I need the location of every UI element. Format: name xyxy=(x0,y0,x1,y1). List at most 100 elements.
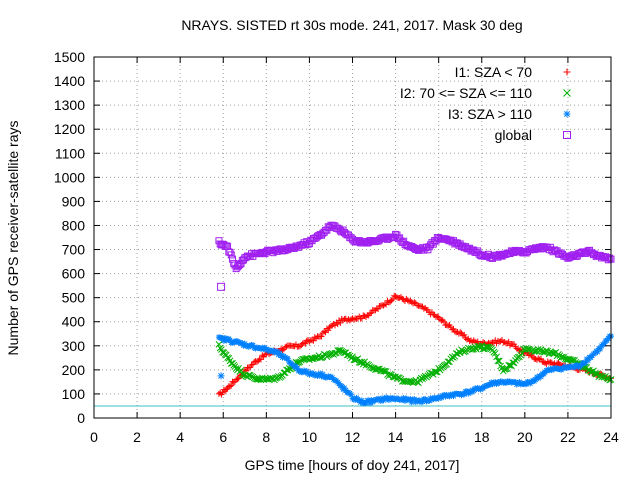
data-point xyxy=(262,375,270,383)
data-point xyxy=(494,357,502,365)
x-tick-label: 16 xyxy=(431,429,447,445)
data-point xyxy=(235,375,242,382)
data-point xyxy=(505,361,513,369)
legend-marker xyxy=(563,89,571,97)
data-point xyxy=(331,322,338,329)
data-point xyxy=(234,376,241,383)
data-point xyxy=(302,340,309,347)
y-tick-label: 1300 xyxy=(54,97,85,113)
data-point xyxy=(355,358,363,366)
data-point xyxy=(325,327,332,334)
x-axis-label: GPS time [hours of doy 241, 2017] xyxy=(245,457,460,473)
data-point xyxy=(441,318,448,325)
y-tick-label: 700 xyxy=(62,242,86,258)
x-tick-label: 24 xyxy=(603,429,619,445)
data-point xyxy=(373,366,381,373)
legend-marker xyxy=(563,110,571,118)
x-tick-label: 22 xyxy=(560,429,576,445)
y-tick-labels: 0 100 200 300 400 500 600 700 800 900 1000 1100 1200… xyxy=(54,49,85,426)
x-tick-label: 18 xyxy=(474,429,490,445)
data-point xyxy=(311,354,319,362)
data-point xyxy=(321,328,328,335)
data-point xyxy=(518,349,526,357)
data-point xyxy=(237,366,245,374)
series-2 xyxy=(215,341,615,387)
x-tick-label: 8 xyxy=(262,429,270,445)
data-point xyxy=(367,310,374,317)
x-tick-label: 0 xyxy=(90,429,98,445)
series-layer xyxy=(215,221,615,407)
y-tick-label: 1400 xyxy=(54,73,85,89)
data-point xyxy=(434,313,441,320)
data-point xyxy=(350,356,358,364)
data-point xyxy=(220,241,228,249)
y-tick-label: 900 xyxy=(62,193,86,209)
data-point xyxy=(437,316,444,323)
legend-label: I1: SZA < 70 xyxy=(455,64,533,80)
x-tick-label: 2 xyxy=(133,429,141,445)
data-point xyxy=(568,357,576,364)
data-point xyxy=(557,353,565,361)
data-point xyxy=(274,348,281,355)
data-point xyxy=(407,297,414,304)
data-point xyxy=(396,294,403,301)
legend-label: I2: 70 <= SZA <= 110 xyxy=(400,85,532,101)
outlier-point xyxy=(217,372,225,380)
data-point xyxy=(466,338,473,345)
x-tick-label: 14 xyxy=(388,429,404,445)
chart-title: NRAYS. SISTED rt 30s mode. 241, 2017. Ma… xyxy=(181,17,522,33)
data-point xyxy=(235,262,243,270)
data-point xyxy=(319,329,326,336)
outlier-point xyxy=(217,282,226,291)
data-point xyxy=(432,368,440,376)
data-point xyxy=(591,370,599,377)
data-point xyxy=(375,305,382,312)
y-tick-label: 0 xyxy=(77,410,85,426)
y-tick-label: 800 xyxy=(62,217,86,233)
tick-marks xyxy=(93,56,612,419)
y-tick-label: 1500 xyxy=(54,49,85,65)
y-axis-label: Number of GPS receiver-satellite rays xyxy=(5,121,21,356)
data-point xyxy=(445,322,452,329)
y-tick-label: 200 xyxy=(62,362,86,378)
legend-marker xyxy=(563,131,571,139)
data-point xyxy=(381,367,389,375)
data-point xyxy=(337,319,344,326)
legend: I1: SZA < 70 I2: 70 <= SZA <= 110 I3: SZA … xyxy=(400,64,571,143)
legend-label: global xyxy=(495,127,532,143)
data-point xyxy=(532,355,539,362)
data-point xyxy=(544,358,551,365)
data-point xyxy=(389,373,397,381)
data-point xyxy=(380,302,387,309)
data-point xyxy=(507,342,514,349)
data-point xyxy=(406,298,413,305)
x-tick-label: 6 xyxy=(219,429,227,445)
legend-marker xyxy=(563,68,571,76)
x-tick-label: 20 xyxy=(517,429,533,445)
x-tick-labels: 0 2 4 6 8 10 12 14 16 18 20 22 24 xyxy=(90,429,619,445)
data-point xyxy=(248,361,255,368)
data-point xyxy=(341,384,348,391)
data-point xyxy=(257,356,264,363)
data-point xyxy=(388,297,395,304)
data-point xyxy=(493,353,500,361)
legend-label: I3: SZA > 110 xyxy=(448,106,532,122)
data-point xyxy=(420,305,427,312)
data-point xyxy=(387,298,394,305)
data-point xyxy=(400,377,408,385)
series-3 xyxy=(215,333,614,407)
data-point xyxy=(524,345,531,353)
y-tick-label: 600 xyxy=(62,266,86,282)
data-point xyxy=(555,359,562,366)
x-tick-label: 4 xyxy=(176,429,184,445)
data-point xyxy=(450,325,457,332)
y-tick-label: 300 xyxy=(62,338,86,354)
y-tick-label: 400 xyxy=(62,314,86,330)
data-point xyxy=(215,341,223,348)
data-point xyxy=(350,316,357,323)
data-point xyxy=(606,376,614,384)
y-tick-label: 1000 xyxy=(54,169,85,185)
data-point xyxy=(439,317,446,324)
data-point xyxy=(492,337,499,344)
